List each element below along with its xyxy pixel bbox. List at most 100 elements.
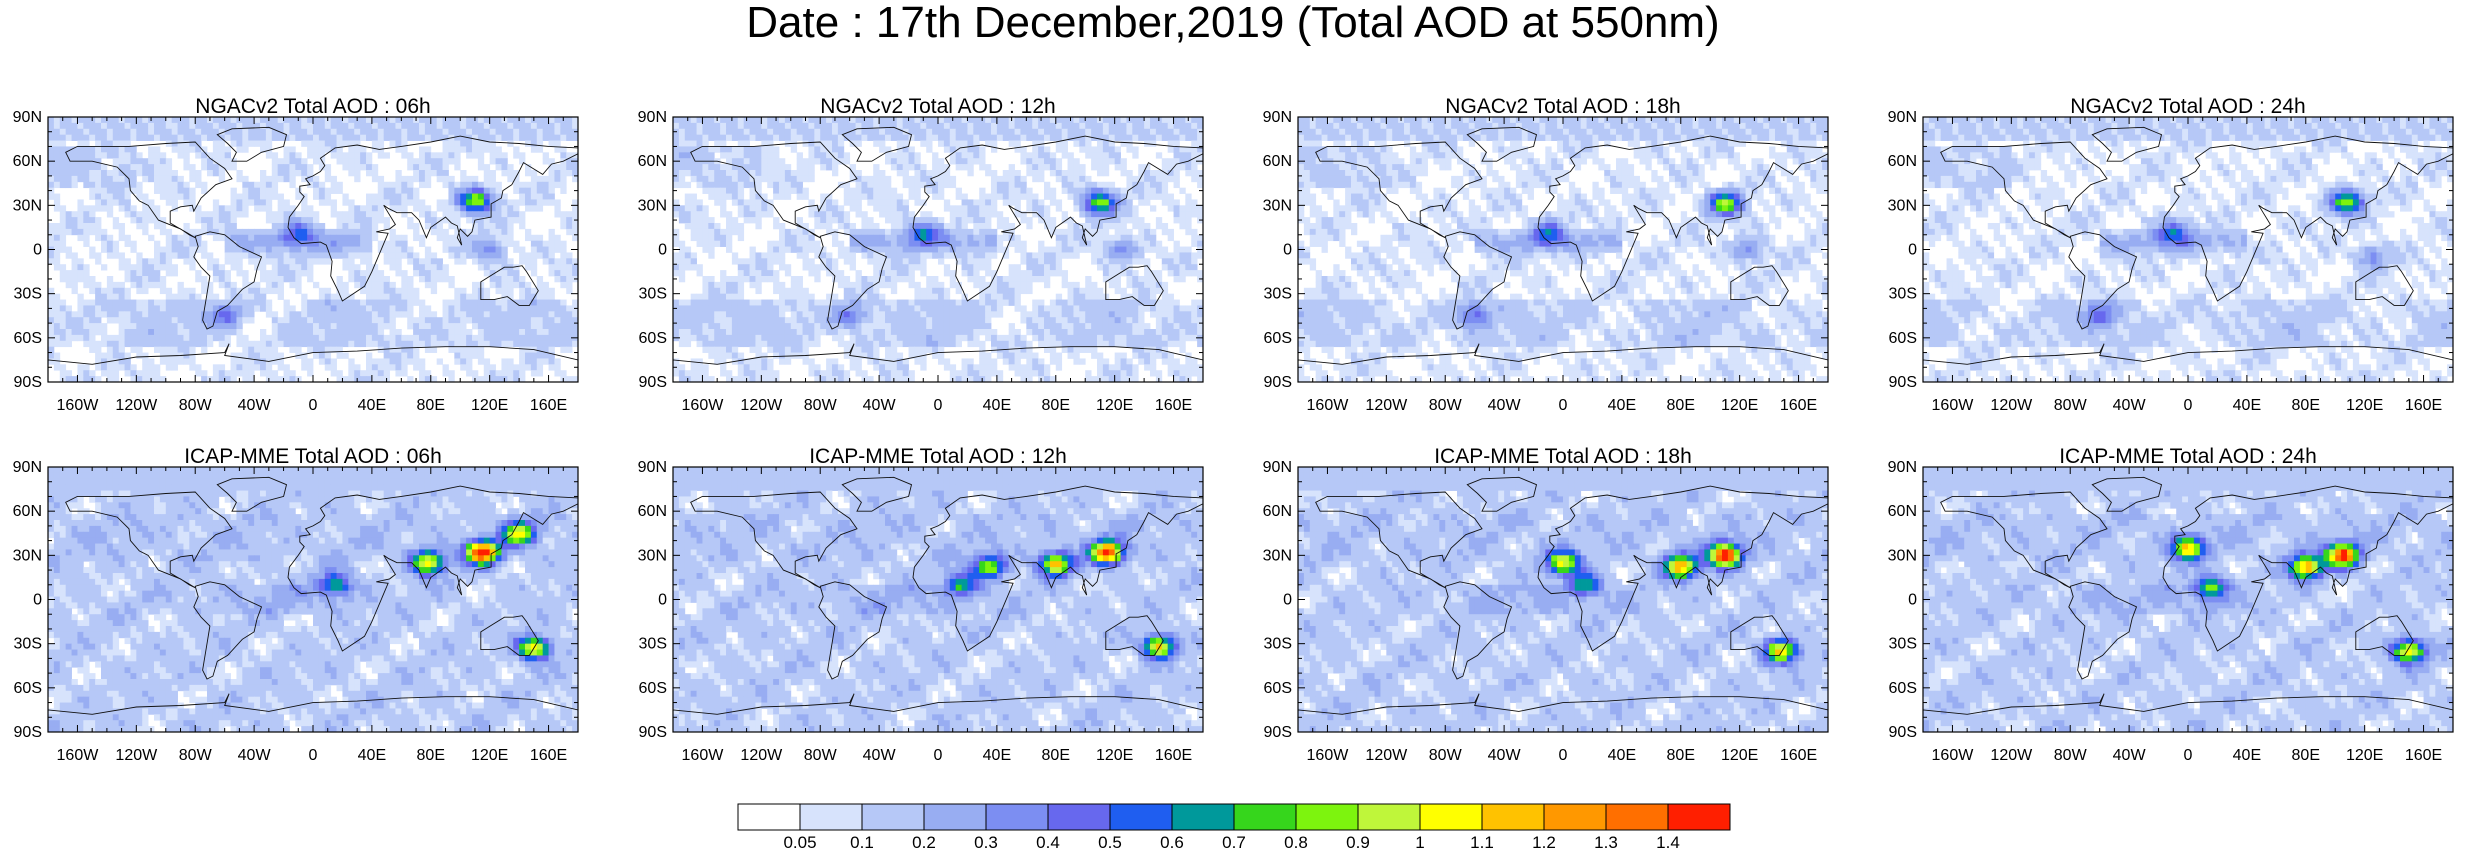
aod-cell bbox=[843, 246, 851, 253]
aod-cell bbox=[265, 305, 273, 312]
aod-cell bbox=[1108, 128, 1116, 136]
aod-cell bbox=[530, 205, 538, 212]
aod-cell bbox=[702, 211, 709, 218]
aod-cell bbox=[48, 223, 55, 230]
aod-cell bbox=[525, 181, 532, 189]
aod-cell bbox=[177, 128, 184, 136]
aod-cell bbox=[826, 264, 833, 271]
aod-cell bbox=[731, 128, 739, 136]
aod-cell bbox=[271, 175, 279, 183]
aod-cell bbox=[1108, 122, 1116, 130]
aod-cell bbox=[896, 164, 904, 171]
aod-cell bbox=[130, 181, 137, 189]
aod-cell bbox=[407, 358, 414, 365]
aod-cell bbox=[967, 252, 974, 259]
aod-cell bbox=[1138, 199, 1145, 206]
aod-cell bbox=[242, 370, 249, 377]
aod-cell bbox=[419, 134, 426, 141]
aod-cell bbox=[77, 293, 84, 300]
aod-cell bbox=[95, 158, 102, 165]
aod-cell bbox=[136, 211, 143, 218]
aod-cell bbox=[949, 228, 957, 236]
aod-cell bbox=[265, 258, 273, 265]
aod-cell bbox=[773, 193, 780, 200]
aod-cell bbox=[395, 246, 402, 253]
aod-cell bbox=[354, 340, 361, 348]
aod-cell bbox=[218, 376, 226, 382]
aod-cell bbox=[83, 317, 90, 324]
aod-cell bbox=[560, 270, 567, 277]
aod-cell bbox=[154, 122, 161, 130]
aod-cell bbox=[1044, 217, 1051, 224]
aod-cell bbox=[513, 122, 520, 130]
aod-cell bbox=[843, 228, 851, 236]
aod-cell bbox=[318, 223, 326, 230]
aod-cell bbox=[65, 305, 72, 312]
aod-cell bbox=[1091, 199, 1098, 206]
aod-cell bbox=[342, 158, 349, 165]
aod-cell bbox=[242, 175, 249, 183]
aod-cell bbox=[171, 146, 178, 153]
aod-cell bbox=[749, 158, 756, 165]
aod-cell bbox=[548, 299, 555, 306]
aod-cell bbox=[832, 122, 839, 130]
aod-cell bbox=[401, 281, 408, 289]
aod-cell bbox=[1032, 117, 1039, 124]
aod-cell bbox=[207, 258, 214, 265]
aod-cell bbox=[307, 234, 314, 242]
aod-cell bbox=[855, 122, 862, 130]
aod-cell bbox=[1067, 134, 1074, 141]
aod-cell bbox=[360, 228, 367, 236]
aod-cell bbox=[118, 164, 125, 171]
aod-cell bbox=[1108, 140, 1116, 147]
aod-cell bbox=[366, 211, 373, 218]
aod-cell bbox=[354, 152, 361, 159]
aod-cell bbox=[784, 122, 792, 130]
aod-cell bbox=[154, 364, 161, 371]
aod-cell bbox=[183, 287, 190, 295]
aod-cell bbox=[207, 299, 214, 306]
aod-cell bbox=[159, 246, 167, 253]
aod-cell bbox=[784, 117, 792, 124]
aod-cell bbox=[389, 334, 396, 342]
aod-cell bbox=[301, 211, 308, 218]
aod-cell bbox=[460, 193, 467, 200]
aod-cell bbox=[755, 223, 762, 230]
aod-cell bbox=[101, 122, 108, 130]
aod-cell bbox=[1102, 181, 1110, 189]
aod-cell bbox=[59, 158, 67, 165]
aod-cell bbox=[95, 217, 102, 224]
aod-cell bbox=[572, 311, 578, 318]
aod-cell bbox=[195, 276, 202, 283]
aod-cell bbox=[289, 181, 296, 189]
aod-cell bbox=[513, 376, 520, 382]
aod-cell bbox=[130, 281, 137, 289]
aod-cell bbox=[454, 287, 461, 295]
aod-cell bbox=[366, 334, 373, 342]
aod-cell bbox=[530, 370, 538, 377]
aod-cell bbox=[1120, 234, 1127, 242]
aod-cell bbox=[230, 122, 237, 130]
aod-cell bbox=[536, 334, 544, 342]
aod-cell bbox=[920, 211, 927, 218]
aod-cell bbox=[483, 146, 491, 153]
aod-cell bbox=[495, 276, 502, 283]
aod-cell bbox=[477, 234, 485, 242]
aod-cell bbox=[483, 270, 491, 277]
aod-cell bbox=[448, 122, 455, 130]
aod-cell bbox=[991, 181, 998, 189]
aod-cell bbox=[171, 234, 178, 242]
aod-cell bbox=[413, 170, 420, 177]
aod-cell bbox=[442, 228, 449, 236]
aod-cell bbox=[201, 164, 208, 171]
aod-cell bbox=[519, 287, 526, 295]
aod-cell bbox=[354, 164, 361, 171]
aod-cell bbox=[991, 122, 998, 130]
aod-cell bbox=[106, 187, 114, 194]
aod-cell bbox=[1085, 134, 1092, 141]
aod-cell bbox=[702, 146, 709, 153]
aod-cell bbox=[330, 334, 337, 342]
aod-cell bbox=[472, 258, 479, 265]
aod-cell bbox=[519, 317, 526, 324]
aod-cell bbox=[861, 175, 868, 183]
